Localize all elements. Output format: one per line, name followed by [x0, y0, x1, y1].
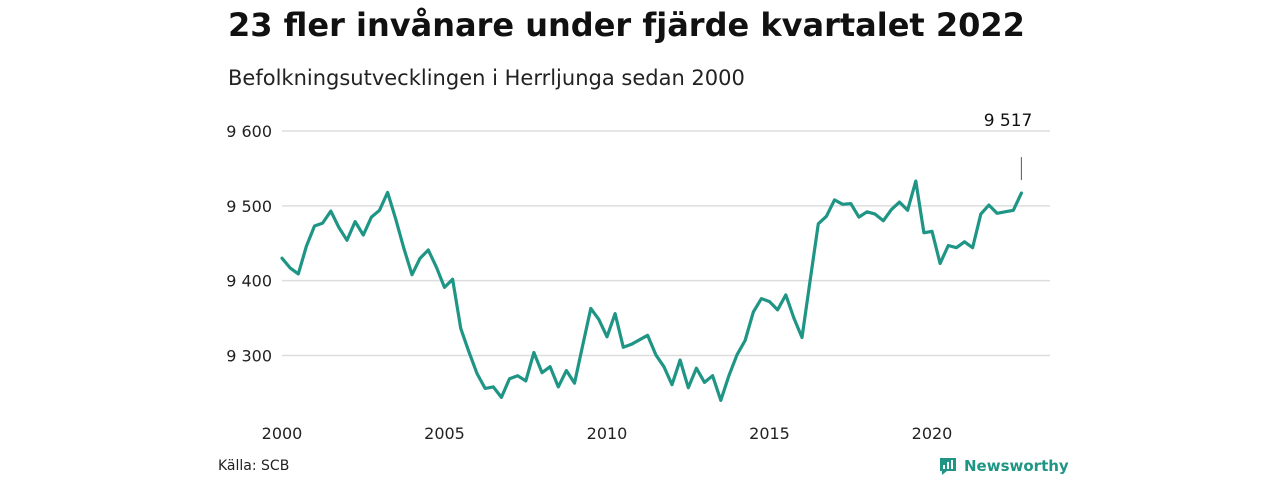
- annotation-label: 9 517: [984, 111, 1033, 131]
- source-note: Källa: SCB: [218, 458, 290, 474]
- x-tick-label: 2015: [749, 424, 790, 443]
- series-lines: [280, 179, 1024, 402]
- y-tick-label: 9 300: [226, 347, 272, 366]
- bar-chart-icon: [940, 458, 956, 475]
- x-tick-label: 2010: [587, 424, 628, 443]
- x-tick-label: 2000: [262, 424, 303, 443]
- x-tick-label: 2020: [912, 424, 953, 443]
- brand-name: Newsworthy: [964, 457, 1069, 475]
- y-tick-label: 9 600: [226, 122, 272, 141]
- series-line: [280, 179, 1024, 402]
- grid-lines: [282, 130, 1050, 357]
- y-tick-label: 9 500: [226, 197, 272, 216]
- annotation: 9 517: [984, 111, 1033, 181]
- chart-title: 23 fler invånare under fjärde kvartalet …: [228, 6, 1025, 44]
- y-tick-label: 9 400: [226, 272, 272, 291]
- chart-subtitle: Befolkningsutvecklingen i Herrljunga sed…: [228, 66, 745, 90]
- x-axis-tick-labels: 2000 2005 2010 2015 2020: [262, 424, 953, 443]
- brand-logo: Newsworthy: [938, 456, 1069, 476]
- x-tick-label: 2005: [424, 424, 465, 443]
- y-axis-tick-labels: 9 300 9 400 9 500 9 600: [226, 122, 272, 365]
